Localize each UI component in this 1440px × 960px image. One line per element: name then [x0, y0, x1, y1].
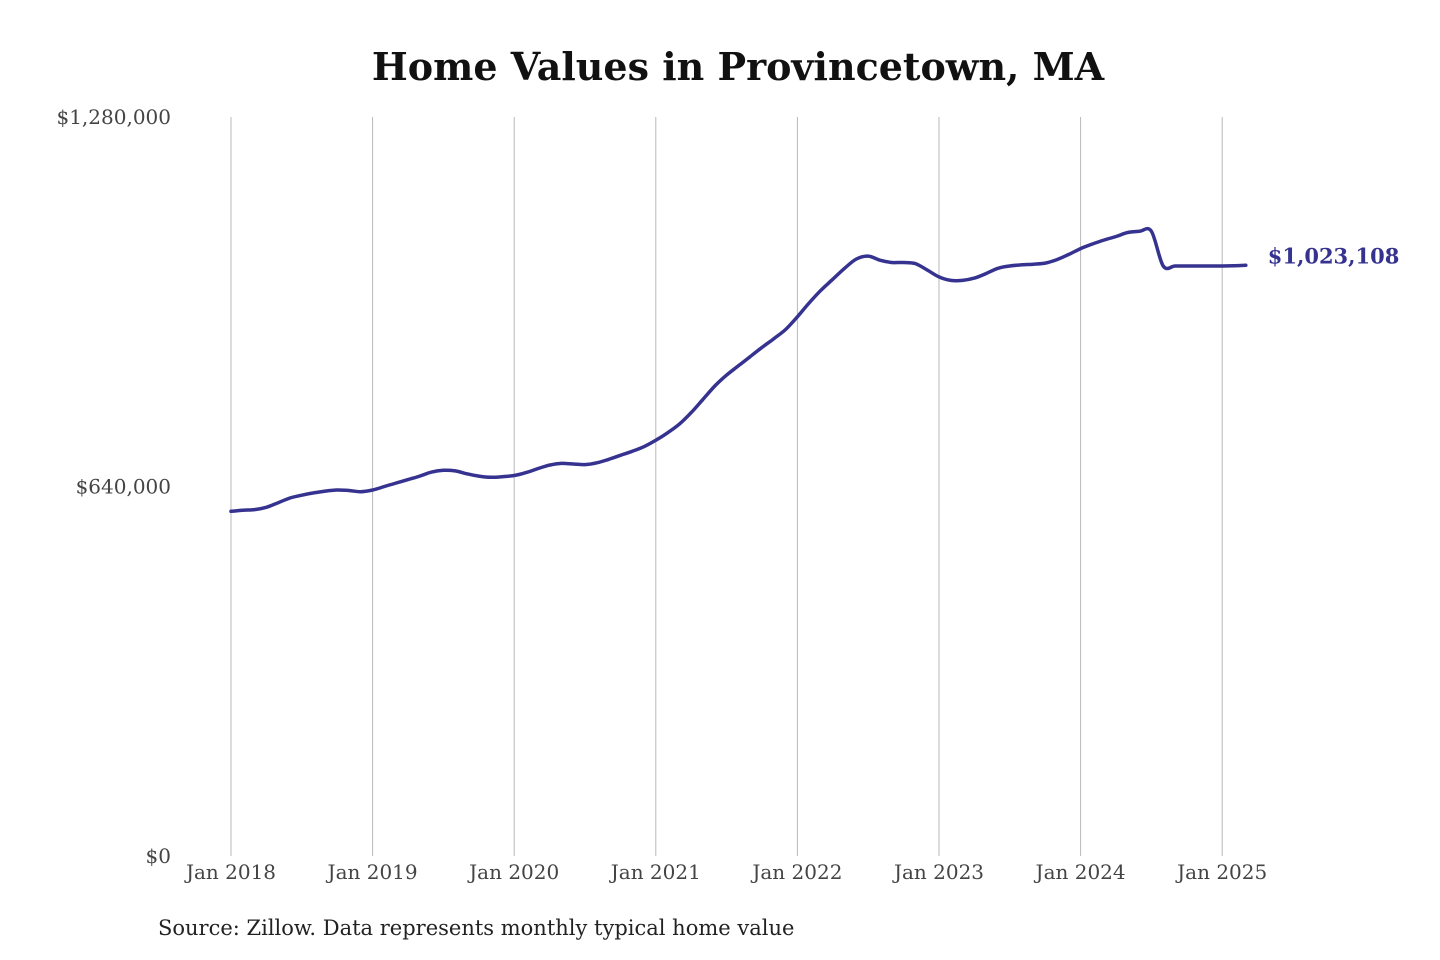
y-tick-label: $1,280,000: [56, 105, 171, 129]
x-tick-label: Jan 2020: [467, 860, 559, 884]
x-axis-ticks: Jan 2018 Jan 2019 Jan 2020 Jan 2021 Jan 2022…: [184, 860, 1267, 884]
x-tick-label: Jan 2023: [892, 860, 984, 884]
y-axis-ticks: $0 $640,000 $1,280,000: [56, 105, 171, 868]
x-tick-label: Jan 2019: [326, 860, 418, 884]
x-tick-label: Jan 2024: [1034, 860, 1126, 884]
x-tick-label: Jan 2021: [609, 860, 701, 884]
series-line: [229, 226, 1248, 514]
x-tick-label: Jan 2022: [750, 860, 842, 884]
x-tick-label: Jan 2025: [1175, 860, 1267, 884]
grid-lines: [230, 117, 1223, 856]
x-tick-label: Jan 2018: [184, 860, 276, 884]
chart-title: Home Values in Provincetown, MA: [371, 44, 1105, 89]
y-tick-label: $0: [146, 844, 171, 868]
end-value-label: $1,023,108: [1268, 243, 1400, 268]
y-tick-label: $640,000: [76, 475, 171, 499]
source-note: Source: Zillow. Data represents monthly …: [158, 916, 795, 940]
